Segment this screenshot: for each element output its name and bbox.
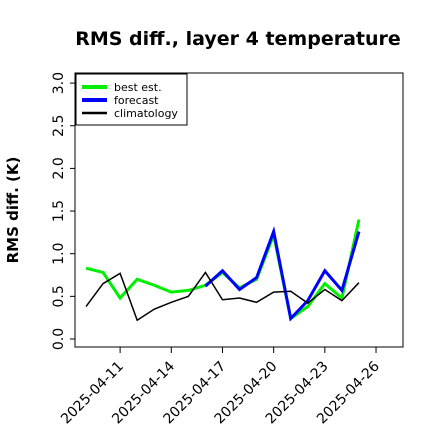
series-line-climatology bbox=[85, 271, 360, 322]
x-axis: 2025-04-112025-04-142025-04-172025-04-20… bbox=[58, 347, 383, 427]
y-axis: 0.0 0.5 1.0 1.5 2.0 2.5 3.0 bbox=[51, 72, 75, 350]
series-lines bbox=[85, 219, 361, 322]
legend-label: forecast bbox=[114, 94, 159, 107]
series-line-forecast bbox=[204, 225, 361, 322]
y-tick-label: 1.0 bbox=[51, 243, 67, 265]
chart-title: RMS diff., layer 4 temperature bbox=[75, 28, 401, 50]
y-tick-label: 0.0 bbox=[51, 328, 67, 350]
plot-frame bbox=[74, 72, 404, 348]
y-tick-label: 2.5 bbox=[51, 115, 67, 137]
y-tick-label: 2.0 bbox=[51, 157, 67, 179]
legend-label: climatology bbox=[114, 107, 178, 120]
y-tick-label: 1.5 bbox=[51, 200, 67, 222]
y-tick-label: 3.0 bbox=[51, 72, 67, 94]
y-axis-label: RMS diff. (K) bbox=[4, 157, 22, 264]
legend-label: best est. bbox=[114, 81, 162, 94]
y-tick-label: 0.5 bbox=[51, 285, 67, 307]
